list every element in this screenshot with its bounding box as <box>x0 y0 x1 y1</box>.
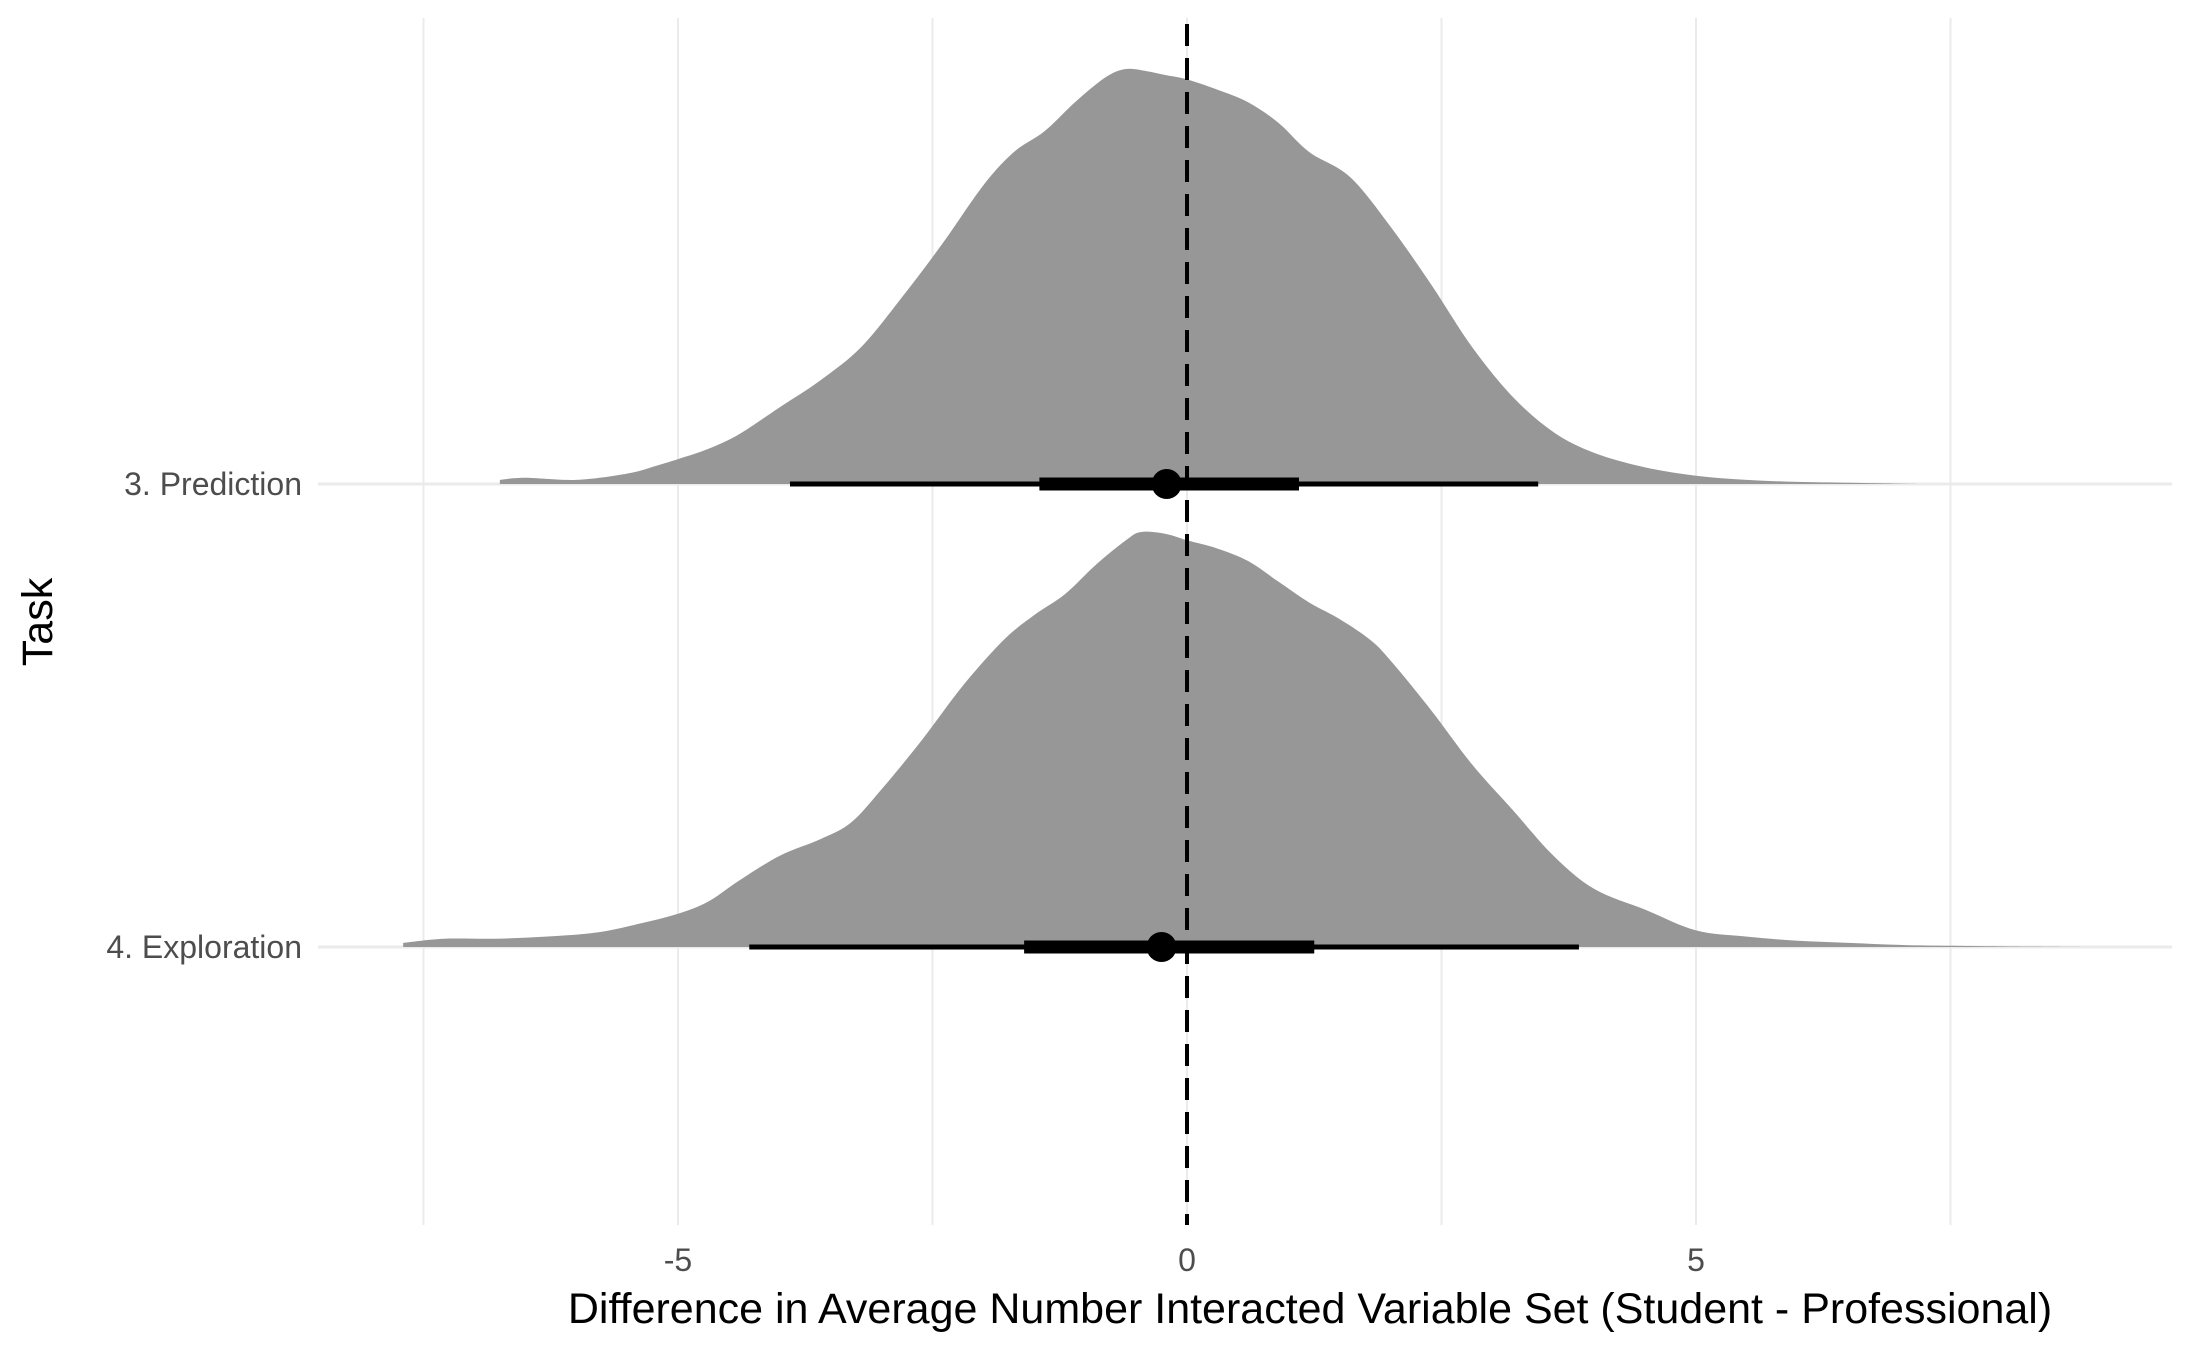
density-exploration <box>403 531 2083 947</box>
y-axis-title: Task <box>14 577 62 666</box>
y-tick-label: 4. Exploration <box>106 929 302 965</box>
density-prediction <box>499 68 1920 485</box>
y-tick-label: 3. Prediction <box>124 466 302 502</box>
x-tick-label: 5 <box>1687 1242 1705 1278</box>
x-tick-label: 0 <box>1178 1242 1196 1278</box>
point-estimate-exploration <box>1146 932 1177 962</box>
point-estimate-prediction <box>1151 469 1182 499</box>
density-layer <box>403 68 2083 947</box>
label-layer: 3. Prediction 4. Exploration -5 0 5 Differenc… <box>14 466 2052 1333</box>
x-axis-title: Difference in Average Number Interacted … <box>568 1285 2052 1333</box>
x-tick-label: -5 <box>664 1242 692 1278</box>
interval-layer <box>749 469 1579 962</box>
